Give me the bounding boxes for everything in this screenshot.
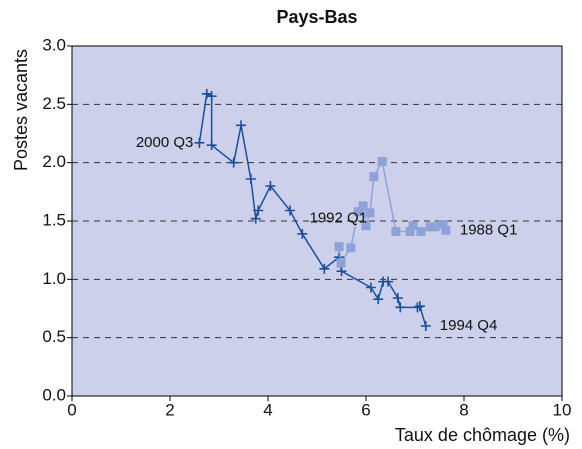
point-marker bbox=[430, 222, 440, 232]
y-tick-label: 0.5 bbox=[42, 327, 66, 346]
point-marker bbox=[373, 294, 384, 305]
x-tick-label: 10 bbox=[553, 400, 572, 419]
point-marker bbox=[206, 91, 217, 102]
point-marker bbox=[236, 120, 247, 131]
point-marker bbox=[369, 172, 379, 182]
point-marker bbox=[425, 222, 435, 232]
point-marker bbox=[228, 157, 239, 168]
y-tick-label: 1.0 bbox=[42, 269, 66, 288]
point-marker bbox=[412, 302, 423, 313]
point-marker bbox=[395, 302, 406, 313]
point-marker bbox=[408, 221, 418, 231]
point-marker bbox=[377, 157, 387, 166]
annotation: 1994 Q4 bbox=[440, 317, 498, 334]
point-marker bbox=[201, 88, 212, 99]
point-marker bbox=[441, 225, 451, 235]
point-marker bbox=[358, 201, 368, 211]
y-tick-label: 2.0 bbox=[42, 152, 66, 171]
x-tick-label: 8 bbox=[459, 400, 468, 419]
point-marker bbox=[365, 282, 376, 293]
point-marker bbox=[253, 205, 264, 216]
chart-title: Pays-Bas bbox=[276, 7, 357, 27]
point-marker bbox=[392, 293, 403, 303]
y-tick-label: 3.0 bbox=[42, 35, 66, 54]
point-marker bbox=[438, 220, 448, 229]
annotation: 1992 Q1 bbox=[310, 210, 368, 227]
annotation: 2000 Q3 bbox=[136, 134, 194, 151]
annotation: 1988 Q1 bbox=[460, 221, 518, 238]
x-tick-label: 2 bbox=[165, 400, 174, 419]
point-marker bbox=[297, 228, 308, 239]
point-marker bbox=[361, 221, 371, 231]
y-tick-label: 0.0 bbox=[42, 385, 66, 404]
point-marker bbox=[336, 258, 346, 268]
point-marker bbox=[336, 266, 347, 277]
point-marker bbox=[420, 321, 431, 331]
y-tick-label: 1.5 bbox=[42, 210, 66, 229]
x-tick-label: 0 bbox=[67, 400, 76, 419]
point-marker bbox=[378, 276, 389, 287]
point-marker bbox=[391, 227, 401, 236]
point-marker bbox=[265, 181, 276, 191]
point-marker bbox=[334, 242, 344, 252]
point-marker bbox=[206, 140, 217, 151]
point-marker bbox=[319, 263, 330, 274]
point-marker bbox=[250, 213, 261, 224]
x-tick-label: 6 bbox=[361, 400, 370, 419]
point-marker bbox=[414, 301, 425, 312]
point-marker bbox=[346, 243, 356, 253]
point-marker bbox=[416, 227, 426, 236]
point-marker bbox=[245, 174, 256, 184]
x-tick-label: 4 bbox=[263, 400, 272, 419]
y-axis-label: Postes vacants bbox=[11, 49, 31, 171]
y-tick-label: 2.5 bbox=[42, 94, 66, 113]
point-marker bbox=[405, 227, 415, 236]
plot-frame bbox=[71, 45, 563, 397]
x-axis-label: Taux de chômage (%) bbox=[395, 425, 570, 445]
point-marker bbox=[353, 207, 363, 217]
point-marker bbox=[285, 205, 296, 216]
point-marker bbox=[194, 137, 205, 148]
point-marker bbox=[365, 208, 375, 218]
